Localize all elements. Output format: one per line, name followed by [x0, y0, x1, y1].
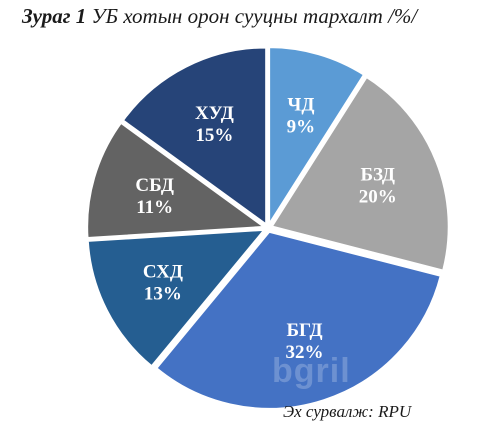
slice-name-label: БГД [286, 320, 322, 341]
slice-name-label: БЗД [360, 165, 395, 186]
chart-title: Зураг 1 УБ хотын орон сууцны тархалт /%/ [22, 4, 417, 29]
slice-value-label: 11% [136, 197, 173, 218]
slice-value-label: 32% [286, 342, 324, 363]
slice-value-label: 15% [195, 125, 233, 146]
source-note: Эх сурвалж: RPU [283, 402, 412, 421]
pie-slice [86, 228, 267, 368]
slice-value-label: 13% [144, 284, 182, 305]
pie-slice [155, 230, 442, 410]
slice-value-label: 20% [359, 187, 397, 208]
title-text: УБ хотын орон сууцны тархалт /%/ [91, 4, 418, 28]
pie-slice [270, 75, 450, 272]
figure-label: Зураг 1 [22, 4, 87, 28]
slice-name-label: СХД [143, 262, 183, 283]
pie-slice [86, 121, 267, 240]
slice-name-label: ХУД [195, 103, 234, 124]
slice-name-label: СБД [135, 175, 174, 196]
pie-slice [268, 46, 366, 228]
pie-slice [121, 46, 268, 227]
slice-value-label: 9% [287, 117, 316, 138]
slice-name-label: ЧД [287, 95, 314, 116]
watermark-logo: bgril [272, 352, 351, 390]
